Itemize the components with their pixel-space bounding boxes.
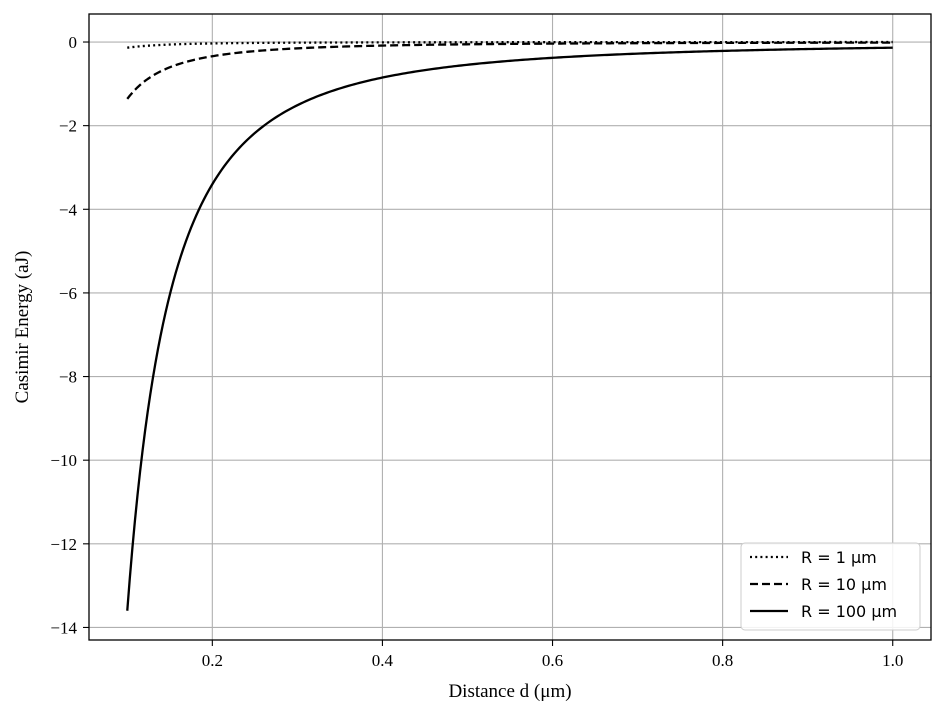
x-tick-label: 1.0	[882, 651, 903, 670]
y-tick-label: −2	[59, 117, 77, 136]
legend-label-r100: R = 100 μm	[801, 602, 897, 621]
legend-label-r1: R = 1 μm	[801, 548, 877, 567]
y-tick-label: −4	[59, 200, 78, 219]
legend-box	[740, 542, 921, 631]
legend: R = 1 μm R = 10 μm R = 100 μm	[740, 542, 921, 631]
y-tick-label: −14	[50, 618, 77, 637]
series-lines	[126, 40, 893, 611]
y-tick-label: −10	[50, 451, 77, 470]
axis-ticks: 0.2 0.4 0.6 0.8 1.0 0 −2 −4 −6 −8 −10 −12 −14	[50, 33, 903, 670]
y-tick-label: −6	[59, 284, 77, 303]
series-line-2	[126, 41, 893, 100]
x-tick-label: 0.2	[202, 651, 223, 670]
y-tick-label: −8	[59, 368, 77, 387]
y-tick-label: −12	[50, 535, 77, 554]
x-tick-label: 0.6	[542, 651, 563, 670]
x-axis-label: Distance d (μm)	[448, 681, 571, 702]
y-tick-label: 0	[69, 33, 78, 52]
x-tick-label: 0.8	[712, 651, 733, 670]
y-axis-label: Casimir Energy (aJ)	[12, 251, 33, 404]
series-line-3	[126, 46, 893, 611]
legend-label-r10: R = 10 μm	[801, 575, 887, 594]
x-tick-label: 0.4	[372, 651, 394, 670]
plot-area-frame	[88, 13, 932, 641]
